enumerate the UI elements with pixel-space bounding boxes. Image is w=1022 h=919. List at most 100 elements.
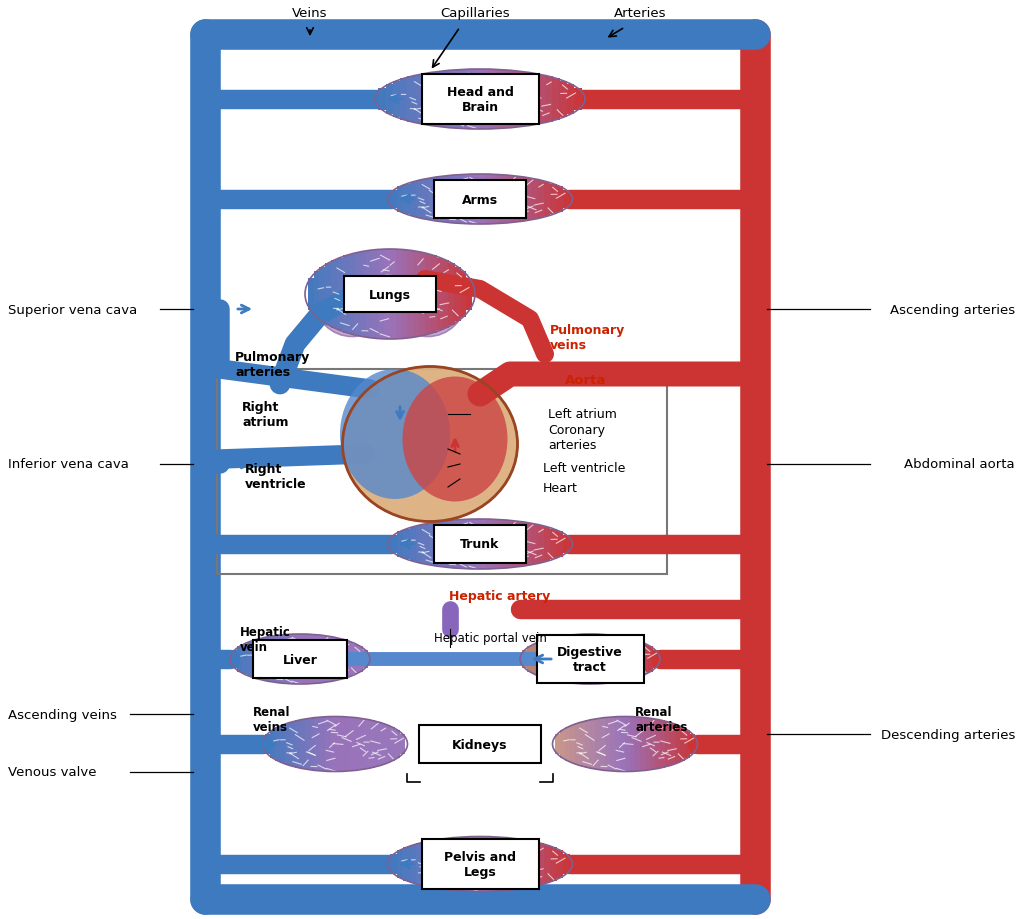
Bar: [422, 524, 429, 564]
Bar: [343, 641, 349, 678]
FancyBboxPatch shape: [537, 635, 644, 683]
Bar: [563, 854, 569, 874]
Bar: [429, 841, 435, 888]
Bar: [538, 526, 544, 563]
Bar: [655, 720, 660, 769]
Bar: [516, 73, 523, 128]
Bar: [360, 719, 365, 769]
Bar: [550, 847, 557, 880]
Text: Lungs: Lungs: [369, 289, 411, 301]
Bar: [624, 717, 631, 772]
Bar: [544, 845, 551, 883]
Bar: [390, 854, 398, 874]
Bar: [479, 519, 486, 570]
Bar: [530, 179, 538, 220]
Bar: [290, 634, 295, 684]
Ellipse shape: [353, 262, 427, 337]
Bar: [319, 636, 324, 683]
Bar: [690, 734, 695, 754]
Bar: [337, 258, 343, 331]
Ellipse shape: [390, 262, 465, 337]
Bar: [353, 644, 358, 675]
FancyBboxPatch shape: [344, 277, 436, 312]
Bar: [390, 190, 398, 209]
Bar: [262, 638, 267, 681]
Bar: [451, 71, 459, 129]
Bar: [675, 725, 681, 763]
Bar: [422, 842, 429, 886]
Bar: [246, 642, 251, 676]
Bar: [518, 522, 525, 567]
Bar: [410, 528, 416, 562]
Bar: [340, 717, 345, 772]
Bar: [542, 641, 547, 678]
Bar: [556, 637, 561, 682]
Text: Ascending veins: Ascending veins: [8, 708, 117, 720]
Bar: [530, 524, 538, 564]
Text: Digestive
tract: Digestive tract: [557, 645, 622, 674]
Bar: [559, 82, 567, 119]
Bar: [358, 647, 363, 672]
Bar: [290, 722, 295, 766]
Bar: [416, 181, 423, 219]
Bar: [487, 70, 495, 130]
Bar: [615, 717, 620, 772]
Text: Renal
veins: Renal veins: [253, 705, 290, 733]
Text: Renal
arteries: Renal arteries: [635, 705, 688, 733]
Bar: [600, 635, 605, 684]
Bar: [556, 187, 563, 212]
Bar: [435, 522, 442, 567]
Bar: [385, 725, 390, 763]
Bar: [565, 728, 570, 761]
Bar: [479, 70, 487, 130]
Bar: [344, 717, 351, 771]
Bar: [355, 253, 361, 336]
Bar: [527, 647, 532, 672]
Bar: [425, 255, 431, 335]
Bar: [435, 177, 442, 222]
Bar: [460, 272, 466, 317]
Bar: [237, 647, 242, 672]
Text: Superior vena cava: Superior vena cava: [8, 303, 137, 316]
Bar: [530, 74, 539, 126]
Bar: [366, 251, 373, 338]
Text: Capillaries: Capillaries: [440, 7, 510, 20]
Text: Arteries: Arteries: [614, 7, 666, 20]
Bar: [410, 183, 416, 217]
Bar: [333, 638, 338, 681]
Bar: [547, 639, 552, 679]
Bar: [512, 521, 518, 568]
Bar: [600, 718, 605, 770]
Bar: [285, 635, 290, 684]
Bar: [505, 521, 512, 568]
Bar: [389, 250, 397, 340]
Bar: [404, 185, 410, 215]
Bar: [561, 636, 566, 683]
Text: Hepatic portal vein: Hepatic portal vein: [433, 631, 547, 644]
Bar: [455, 520, 461, 569]
Bar: [448, 521, 455, 568]
Bar: [550, 185, 557, 215]
Bar: [305, 634, 310, 684]
Bar: [449, 264, 455, 325]
Text: Veins: Veins: [292, 7, 328, 20]
Bar: [493, 520, 500, 569]
Ellipse shape: [315, 262, 389, 337]
Bar: [544, 183, 551, 217]
Bar: [343, 256, 350, 334]
Bar: [308, 278, 314, 312]
Bar: [555, 734, 560, 754]
FancyBboxPatch shape: [434, 526, 526, 563]
Bar: [443, 261, 449, 329]
Bar: [295, 634, 300, 685]
Bar: [448, 176, 455, 223]
Text: Left atrium: Left atrium: [548, 408, 617, 421]
Bar: [518, 839, 525, 889]
Bar: [570, 725, 575, 763]
Bar: [493, 176, 500, 224]
Bar: [556, 850, 563, 878]
Bar: [630, 717, 635, 772]
Bar: [455, 176, 461, 224]
Bar: [397, 187, 404, 212]
Bar: [276, 636, 281, 683]
